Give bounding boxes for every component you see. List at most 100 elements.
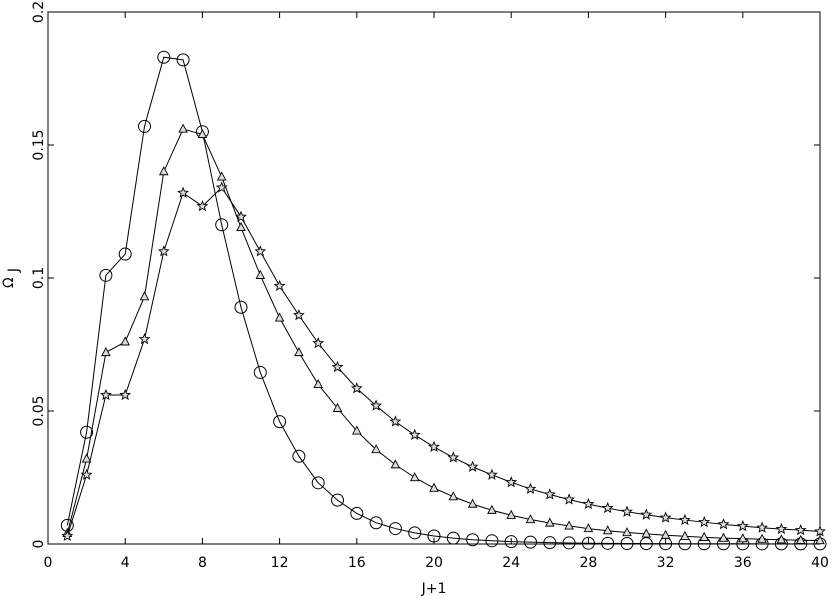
data-point-star xyxy=(814,525,826,537)
data-point-circle xyxy=(331,493,344,507)
series-triangle xyxy=(62,123,825,545)
data-point-triangle xyxy=(680,530,690,540)
y-tick-label: 0.2 xyxy=(31,1,47,23)
data-point-circle xyxy=(601,536,615,550)
data-point-star xyxy=(196,199,209,212)
data-point-star xyxy=(408,428,421,440)
x-tick-label: 36 xyxy=(734,555,752,571)
data-point-circle xyxy=(466,533,480,547)
data-point-triangle xyxy=(564,520,574,530)
y-tick-label: 0.15 xyxy=(31,129,47,160)
data-point-triangle xyxy=(371,444,381,454)
data-point-star xyxy=(678,513,691,526)
data-point-triangle xyxy=(815,535,825,545)
data-point-star xyxy=(331,360,344,373)
data-point-circle xyxy=(524,535,537,549)
plot-frame xyxy=(47,11,821,545)
data-point-circle xyxy=(446,531,460,545)
data-point-circle xyxy=(388,522,402,536)
series-line-star xyxy=(66,186,821,537)
data-point-triangle xyxy=(757,533,767,543)
data-point-circle xyxy=(543,536,557,550)
data-point-triangle xyxy=(506,509,516,519)
series-line-triangle xyxy=(66,128,821,542)
data-point-triangle xyxy=(795,534,806,544)
data-point-star xyxy=(485,468,498,480)
data-point-star xyxy=(157,245,170,257)
y-axis-label-subscript: J xyxy=(6,268,22,273)
data-point-triangle xyxy=(294,347,304,357)
x-tick-label: 40 xyxy=(811,555,829,571)
data-point-triangle xyxy=(313,378,323,388)
data-point-star xyxy=(447,451,460,463)
data-point-circle xyxy=(215,218,229,232)
data-point-star xyxy=(524,482,537,494)
series-layer xyxy=(60,50,827,551)
data-point-triangle xyxy=(101,347,111,357)
data-point-triangle xyxy=(429,482,439,492)
data-point-triangle xyxy=(255,269,266,279)
data-point-circle xyxy=(118,247,132,261)
y-tick-label: 0.1 xyxy=(31,267,47,289)
data-point-star xyxy=(119,388,132,401)
data-point-star xyxy=(582,497,595,510)
data-point-triangle xyxy=(525,514,536,524)
data-point-star xyxy=(756,521,769,533)
data-point-triangle xyxy=(197,128,208,138)
data-point-circle xyxy=(350,506,364,520)
data-point-circle xyxy=(157,50,171,64)
data-point-star xyxy=(99,388,112,401)
data-point-circle xyxy=(427,529,441,543)
data-point-triangle xyxy=(583,523,594,533)
data-point-star xyxy=(273,279,286,292)
data-point-star xyxy=(775,522,788,535)
y-axis-label-main: Ω xyxy=(1,277,17,288)
data-point-circle xyxy=(485,534,499,548)
x-axis-label: J+1 xyxy=(421,581,447,597)
data-point-star xyxy=(640,508,653,520)
data-point-star xyxy=(563,493,576,505)
data-point-triangle xyxy=(718,532,729,542)
data-point-triangle xyxy=(390,459,401,469)
data-point-triangle xyxy=(352,425,362,435)
y-tick-label: 0 xyxy=(31,540,47,549)
data-point-star xyxy=(794,523,807,536)
series-circle xyxy=(60,50,827,551)
data-point-star xyxy=(177,186,190,198)
data-point-circle xyxy=(176,53,190,67)
data-point-circle xyxy=(620,536,634,550)
data-point-triangle xyxy=(699,531,709,541)
x-tick-label: 0 xyxy=(44,555,53,571)
data-point-triangle xyxy=(641,528,652,538)
data-point-triangle xyxy=(545,517,555,527)
data-point-star xyxy=(543,488,556,500)
data-point-triangle xyxy=(487,504,497,514)
data-point-star xyxy=(717,518,730,530)
data-point-star xyxy=(138,332,151,345)
data-point-circle xyxy=(504,535,518,549)
data-point-circle xyxy=(234,300,248,314)
data-point-star xyxy=(659,511,672,523)
data-point-circle xyxy=(253,365,267,379)
data-point-star xyxy=(621,505,633,517)
x-tick-label: 24 xyxy=(502,555,520,571)
data-point-star xyxy=(370,399,383,411)
y-tick-label: 0.05 xyxy=(31,395,47,426)
data-point-circle xyxy=(138,119,151,133)
data-point-triangle xyxy=(120,336,130,346)
data-point-triangle xyxy=(139,291,150,301)
x-tick-label: 20 xyxy=(425,555,443,571)
y-axis-label: Ω J xyxy=(0,268,22,288)
data-point-triangle xyxy=(236,221,246,232)
data-point-star xyxy=(601,501,614,514)
data-point-circle xyxy=(369,516,383,530)
data-point-triangle xyxy=(178,123,188,133)
data-point-triangle xyxy=(332,402,343,412)
data-point-triangle xyxy=(776,534,787,544)
data-point-star xyxy=(505,476,518,488)
data-point-triangle xyxy=(159,166,169,176)
x-tick-label: 8 xyxy=(198,555,207,571)
data-point-star xyxy=(389,415,402,427)
x-tick-label: 28 xyxy=(579,555,597,571)
x-tick-label: 32 xyxy=(657,555,675,571)
